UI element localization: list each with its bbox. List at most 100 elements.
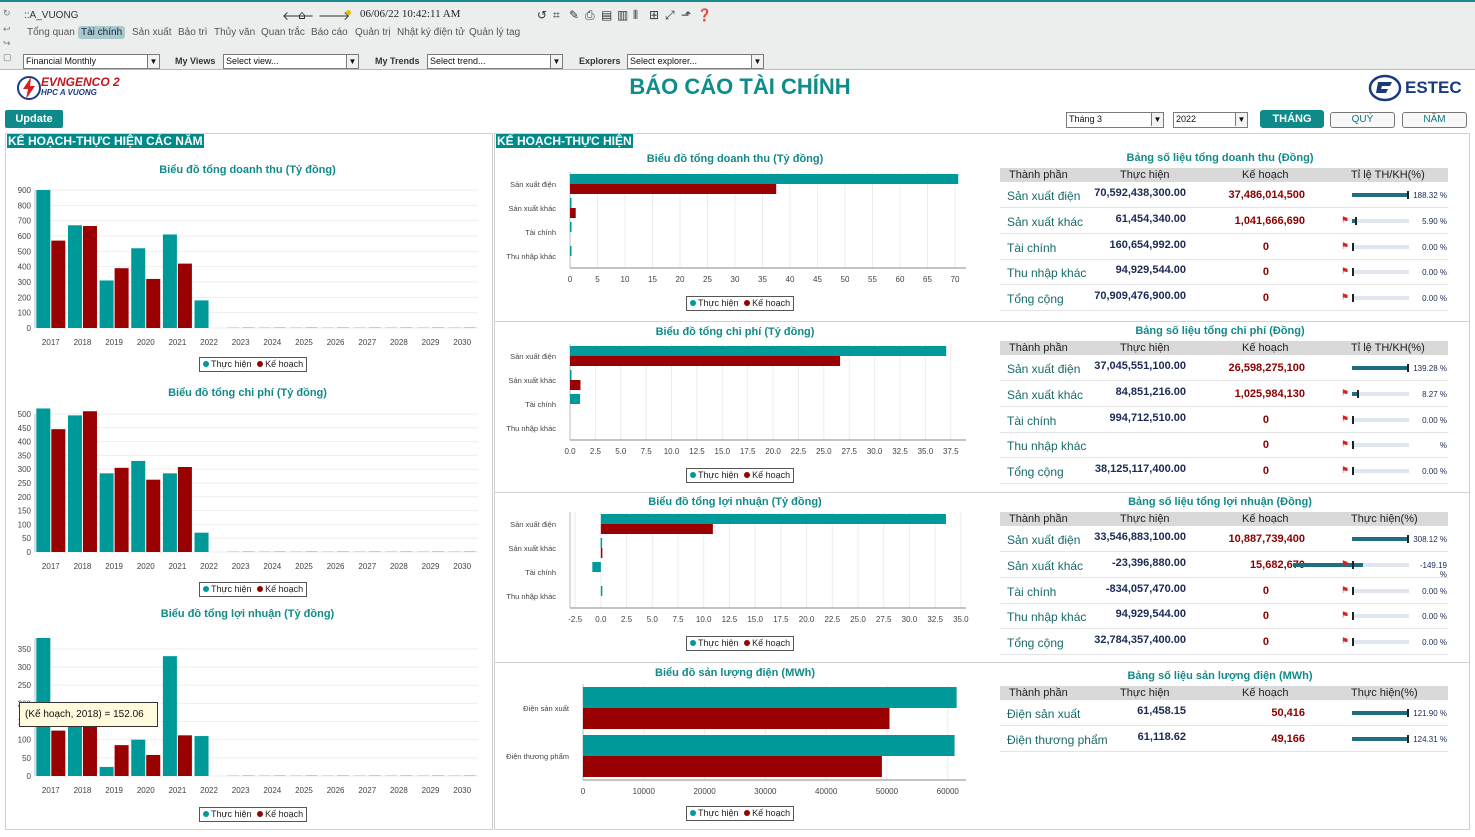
table-row: Sản xuất điện 33,546,883,100.00 10,887,739… (1000, 527, 1448, 552)
bar-actual[interactable] (600, 538, 603, 548)
bar-actual[interactable] (194, 736, 209, 776)
bar-plan[interactable] (114, 745, 129, 776)
add-icon[interactable]: ⊞ (649, 8, 660, 22)
grid-icon[interactable]: ▥ (617, 8, 629, 22)
home-icon[interactable]: ⌂ (298, 8, 306, 22)
y-tick-label: 300 (18, 465, 32, 474)
nav-tab[interactable]: Tài chính (78, 26, 126, 39)
bar-plan[interactable] (177, 466, 192, 552)
bar-actual[interactable] (570, 174, 959, 184)
bar-plan[interactable] (570, 184, 777, 194)
nav-tab[interactable]: Sản xuất (132, 27, 172, 38)
x-tick-label: 32.5 (892, 447, 908, 456)
bar-plan[interactable] (600, 548, 603, 558)
bar-plan[interactable] (82, 720, 97, 776)
bar-plan[interactable] (177, 263, 192, 328)
bar-actual[interactable] (583, 687, 957, 708)
bar-actual[interactable] (162, 656, 177, 776)
bar-actual[interactable] (67, 225, 82, 328)
bar-plan[interactable] (51, 429, 66, 552)
undo-icon[interactable]: ↺ (537, 8, 548, 22)
bar-plan[interactable] (82, 411, 97, 552)
x-tick-label: 2017 (42, 786, 60, 795)
nav-tab[interactable]: Quản lý tag (469, 27, 521, 38)
bar-plan[interactable] (114, 467, 129, 552)
print-icon[interactable]: ⎙ (585, 8, 595, 22)
nav-tab[interactable]: Quản trị (355, 27, 391, 38)
bar-actual[interactable] (36, 190, 51, 328)
bar-actual[interactable] (570, 222, 572, 232)
quarter-button[interactable]: QUÝ (1330, 112, 1395, 128)
bar-actual[interactable] (570, 370, 572, 380)
month-select[interactable]: Tháng 3 ▼ (1066, 112, 1164, 128)
bar-actual[interactable] (99, 473, 114, 552)
bar-actual[interactable] (131, 460, 146, 552)
bar-actual[interactable] (67, 712, 82, 776)
forward-icon[interactable]: ↪ (3, 38, 11, 48)
window-icon[interactable]: ▢ (3, 52, 12, 62)
bar-actual[interactable] (570, 246, 572, 256)
nav-tab[interactable]: Bảo trì (178, 27, 208, 38)
my-trends-select[interactable]: Select trend... ▼ (427, 54, 563, 69)
bar-actual[interactable] (36, 408, 51, 552)
my-views-select[interactable]: Select view... ▼ (223, 54, 359, 69)
refresh-icon[interactable]: ↻ (3, 8, 11, 18)
bar-plan[interactable] (570, 356, 841, 366)
bar-plan[interactable] (82, 226, 97, 328)
nav-tab[interactable]: Tổng quan (27, 27, 75, 38)
expand-icon[interactable]: ⤢ (665, 8, 675, 22)
bar-actual[interactable] (131, 739, 146, 776)
bar-plan[interactable] (570, 380, 581, 390)
row-name: Thu nhập khác (1007, 610, 1087, 625)
bar-plan[interactable] (583, 756, 882, 777)
row-name: Thu nhập khác (1007, 266, 1087, 281)
edit-icon[interactable]: ✎ (569, 8, 580, 22)
bar-actual[interactable] (99, 766, 114, 776)
year-button[interactable]: NĂM (1402, 112, 1467, 128)
columns-icon[interactable]: ⫴ (633, 8, 639, 22)
save-icon[interactable]: ▤ (601, 8, 613, 22)
bar-actual[interactable] (600, 514, 946, 524)
report-select[interactable]: Financial Monthly ▼ (23, 54, 160, 69)
month-button[interactable]: THÁNG (1260, 110, 1324, 128)
arrow-right-icon[interactable]: 🡒 (318, 9, 351, 23)
chart-icon[interactable]: ⌗ (553, 8, 560, 22)
bar-actual[interactable] (570, 198, 572, 208)
back-icon[interactable]: ↩ (3, 24, 11, 34)
help-icon[interactable]: ❓ (697, 8, 712, 22)
nav-tab[interactable]: Nhật ký điện tử (397, 27, 465, 38)
bar-actual[interactable] (194, 532, 209, 552)
bar-actual[interactable] (162, 473, 177, 552)
arrow-left-icon[interactable]: 🡐 (282, 9, 315, 23)
bar-plan[interactable] (146, 754, 161, 776)
x-tick-label: 0 (568, 275, 573, 284)
bar-plan[interactable] (583, 708, 890, 729)
bar-plan[interactable] (570, 208, 576, 218)
bar-actual[interactable] (67, 415, 82, 552)
bar-actual[interactable] (600, 586, 603, 596)
trend-icon[interactable]: ⬏ (681, 8, 692, 22)
bar-actual[interactable] (99, 280, 114, 328)
bar-actual[interactable] (583, 735, 955, 756)
bar-actual[interactable] (592, 562, 601, 572)
nav-tab[interactable]: Quan trắc (261, 27, 305, 38)
year-select[interactable]: 2022 ▼ (1173, 112, 1248, 128)
bar-actual[interactable] (570, 346, 947, 356)
bar-plan[interactable] (146, 278, 161, 328)
chart-title-cost-years: Biểu đồ tổng chi phí (Tỷ đồng) (168, 387, 327, 399)
bar-plan[interactable] (51, 730, 66, 776)
bar-plan[interactable] (600, 524, 713, 534)
explorers-select[interactable]: Select explorer... ▼ (627, 54, 764, 69)
bar-actual[interactable] (194, 300, 209, 328)
bar-actual[interactable] (570, 394, 581, 404)
bar-plan[interactable] (114, 268, 129, 328)
bar-actual[interactable] (131, 248, 146, 328)
bar-plan[interactable] (177, 735, 192, 776)
nav-tab[interactable]: Thủy văn (214, 27, 256, 38)
nav-tab[interactable]: Báo cáo (311, 27, 348, 38)
bar-actual[interactable] (162, 234, 177, 328)
progress-track (1352, 638, 1409, 647)
update-button[interactable]: Update (5, 110, 63, 128)
bar-plan[interactable] (146, 479, 161, 552)
bar-plan[interactable] (51, 240, 66, 328)
